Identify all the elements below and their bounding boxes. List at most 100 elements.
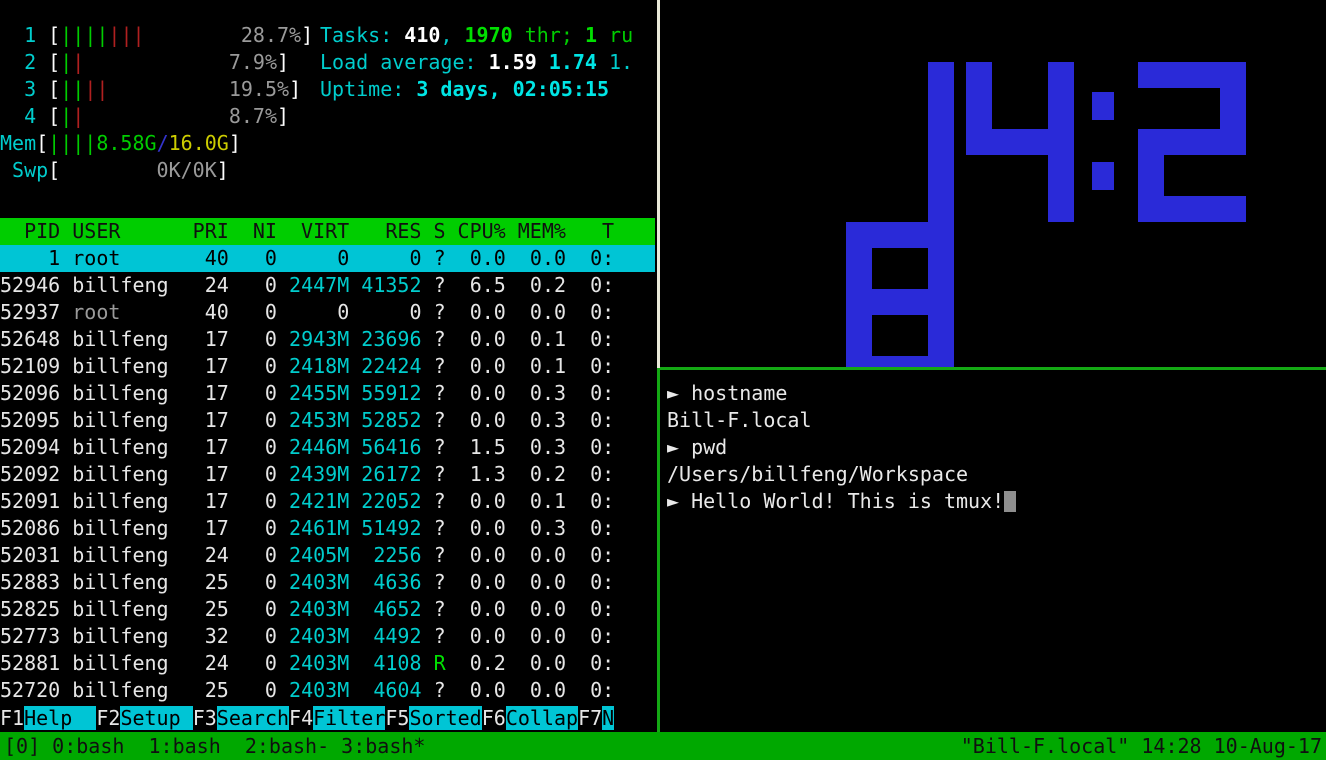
cell-cpu: 0.0 [445,516,506,540]
table-row[interactable]: 52109 billfeng 17 0 2418M 22424 ? 0.0 0.… [0,353,655,380]
table-header-row[interactable]: PID USER PRI NI VIRT RES S CPU% MEM% T [0,218,655,245]
shell-line-text: pwd [691,435,728,459]
cell-user: billfeng [72,381,181,405]
cell-pri: 17 [180,516,229,540]
pane-border-horizontal[interactable] [660,367,1326,370]
cell-pid: 52773 [0,624,61,648]
cell-virt: 2446M [289,435,350,459]
fkey-label[interactable]: Setup [120,706,193,730]
clock-digit [846,62,954,222]
table-row[interactable]: 52946 billfeng 24 0 2447M 41352 ? 6.5 0.… [0,272,655,299]
cell-user: billfeng [72,462,181,486]
cell-gap [349,678,361,702]
htop-pane[interactable]: 1 [||||||| 28.7%] 2 [|| 7.9%] 3 [|||| 19… [0,0,655,732]
table-row[interactable]: 52096 billfeng 17 0 2455M 55912 ? 0.0 0.… [0,380,655,407]
cell-mem: 0.0 [505,543,567,567]
table-row[interactable]: 52881 billfeng 24 0 2403M 4108 R 0.2 0.0… [0,650,655,677]
table-row[interactable]: 52720 billfeng 25 0 2403M 4604 ? 0.0 0.0… [0,677,655,704]
function-key-bar[interactable]: F1Help F2Setup F3SearchF4FilterF5SortedF… [0,705,655,732]
cpu-pct: 8.7% [228,104,277,128]
fkey-number[interactable]: F4 [289,706,314,730]
swap-value: 0K/0K [156,158,217,182]
cell-user: root [72,300,181,324]
table-row[interactable]: 52773 billfeng 32 0 2403M 4492 ? 0.0 0.0… [0,623,655,650]
cell-mem: 0.1 [505,354,567,378]
table-row[interactable]: 52825 billfeng 25 0 2403M 4652 ? 0.0 0.0… [0,596,655,623]
fkey-label[interactable]: Sorted [409,706,482,730]
process-rows[interactable]: 1 root 40 0 0 0 ? 0.0 0.0 0: 52946 billfe… [0,245,655,704]
cell-ni: 0 [228,408,277,432]
table-row[interactable]: 52648 billfeng 17 0 2943M 23696 ? 0.0 0.… [0,326,655,353]
cell-cpu: 0.0 [445,327,506,351]
cell-res: 52852 [361,408,422,432]
cell-mem: 0.0 [505,678,567,702]
cell-time: 0: [566,381,615,405]
fkey-label[interactable]: Help [24,706,97,730]
fkey-number[interactable]: F6 [481,706,506,730]
fkey-label[interactable]: Search [216,706,290,730]
table-row[interactable]: 52095 billfeng 17 0 2453M 52852 ? 0.0 0.… [0,407,655,434]
table-row[interactable]: 52086 billfeng 17 0 2461M 51492 ? 0.0 0.… [0,515,655,542]
cell-res: 26172 [361,462,422,486]
table-row[interactable]: 52094 billfeng 17 0 2446M 56416 ? 1.5 0.… [0,434,655,461]
table-row[interactable]: 1 root 40 0 0 0 ? 0.0 0.0 0: [0,245,655,272]
cell-res: 23696 [361,327,422,351]
tmux-status-right[interactable]: "Bill-F.local" 14:28 10-Aug-17 [960,734,1322,758]
cell-virt: 2403M [289,570,350,594]
fkey-number[interactable]: F3 [192,706,217,730]
load-5min: 1.74 [548,50,597,74]
cell-ni: 0 [228,516,277,540]
fkey-label[interactable]: Filter [313,706,386,730]
cell-mem: 0.0 [505,597,567,621]
clock-pane[interactable] [661,0,1326,367]
cell-time: 0: [566,273,615,297]
table-row[interactable]: 52091 billfeng 17 0 2421M 22052 ? 0.0 0.… [0,488,655,515]
cell-virt: 2421M [289,489,350,513]
cell-gap [60,354,72,378]
shell-line-text: hostname [691,381,788,405]
tasks-count: 410 [404,23,441,47]
shell-pane[interactable]: ► hostname Bill-F.local ► pwd/Users/billfe… [661,370,1326,732]
cell-gap [349,624,361,648]
cell-gap [422,624,434,648]
cpu-bar-pad [108,77,228,101]
text-cursor [1004,491,1017,512]
cell-gap [60,381,72,405]
cell-virt: 2461M [289,516,350,540]
cell-virt: 2403M [289,678,350,702]
fkey-number[interactable]: F7 [578,706,603,730]
table-row[interactable]: 52092 billfeng 17 0 2439M 26172 ? 1.3 0.… [0,461,655,488]
clock-digit [846,222,954,367]
cell-res: 22052 [361,489,422,513]
cell-cpu: 0.0 [445,300,506,324]
pane-border-vertical-inactive[interactable] [657,368,660,732]
cell-state: ? [433,246,446,270]
table-row[interactable]: 52031 billfeng 24 0 2405M 2256 ? 0.0 0.0… [0,542,655,569]
fkey-number[interactable]: F1 [0,706,25,730]
cpu-pct: 28.7% [240,23,302,47]
shell-line-text: Hello World! This is tmux! [691,489,1005,513]
cell-time: 0: [566,354,615,378]
cell-gap [422,246,434,270]
clock-segment-c [1048,129,1074,222]
cell-gap [60,678,72,702]
fkey-number[interactable]: F2 [96,706,121,730]
tmux-status-left[interactable]: [0] 0:bash 1:bash 2:bash- 3:bash* [4,734,426,758]
cell-res: 0 [361,246,422,270]
htop-process-table[interactable]: PID USER PRI NI VIRT RES S CPU% MEM% T 1… [0,218,655,704]
fkey-label[interactable]: Collap [505,706,579,730]
table-row[interactable]: 52937 root 40 0 0 0 ? 0.0 0.0 0: [0,299,655,326]
cell-mem: 0.1 [505,489,567,513]
table-row[interactable]: 52883 billfeng 25 0 2403M 4636 ? 0.0 0.0… [0,569,655,596]
cell-state: ? [433,516,446,540]
cell-user: billfeng [72,273,181,297]
fkey-number[interactable]: F5 [385,706,410,730]
tmux-status-bar[interactable]: [0] 0:bash 1:bash 2:bash- 3:bash* "Bill-… [0,732,1326,760]
cell-pid: 52937 [0,300,61,324]
pane-border-vertical-active[interactable] [657,0,660,368]
cell-virt: 2403M [289,624,350,648]
cell-cpu: 1.3 [445,462,506,486]
cell-pri: 25 [180,570,229,594]
fkey-label[interactable]: N [602,706,615,730]
cell-user: billfeng [72,570,181,594]
